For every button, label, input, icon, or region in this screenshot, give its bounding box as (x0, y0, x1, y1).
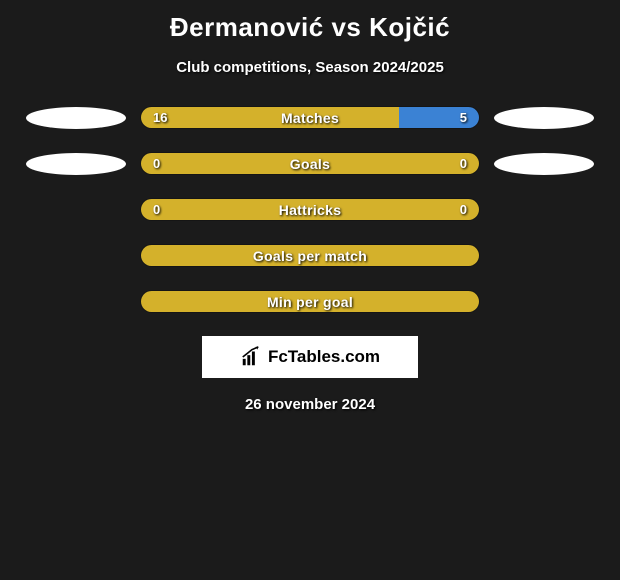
stat-bar: 165Matches (140, 106, 480, 129)
stat-label: Goals per match (141, 245, 479, 266)
logo-spacer (26, 245, 126, 267)
stat-bar: Goals per match (140, 244, 480, 267)
brand-badge: FcTables.com (202, 336, 418, 378)
stat-row: Goals per match (0, 244, 620, 267)
player-left-badge (26, 153, 126, 175)
comparison-date: 26 november 2024 (0, 396, 620, 413)
player-left-badge (26, 107, 126, 129)
stat-bar: 00Hattricks (140, 198, 480, 221)
logo-spacer (494, 291, 594, 313)
stat-bar: Min per goal (140, 290, 480, 313)
logo-spacer (26, 199, 126, 221)
stat-row: 00Goals (0, 152, 620, 175)
chart-icon (240, 346, 262, 368)
player-right-badge (494, 153, 594, 175)
logo-spacer (494, 199, 594, 221)
logo-spacer (26, 291, 126, 313)
brand-text: FcTables.com (268, 347, 380, 367)
stat-bar: 00Goals (140, 152, 480, 175)
logo-spacer (494, 245, 594, 267)
stat-row: 165Matches (0, 106, 620, 129)
stats-container: 165Matches 00Goals 00Hattricks Goals per ma… (0, 106, 620, 313)
comparison-title: Đermanović vs Kojčić (0, 0, 620, 43)
comparison-subtitle: Club competitions, Season 2024/2025 (0, 59, 620, 76)
stat-label: Goals (141, 153, 479, 174)
stat-label: Min per goal (141, 291, 479, 312)
stat-label: Hattricks (141, 199, 479, 220)
player-right-badge (494, 107, 594, 129)
stat-row: 00Hattricks (0, 198, 620, 221)
stat-label: Matches (141, 107, 479, 128)
stat-row: Min per goal (0, 290, 620, 313)
